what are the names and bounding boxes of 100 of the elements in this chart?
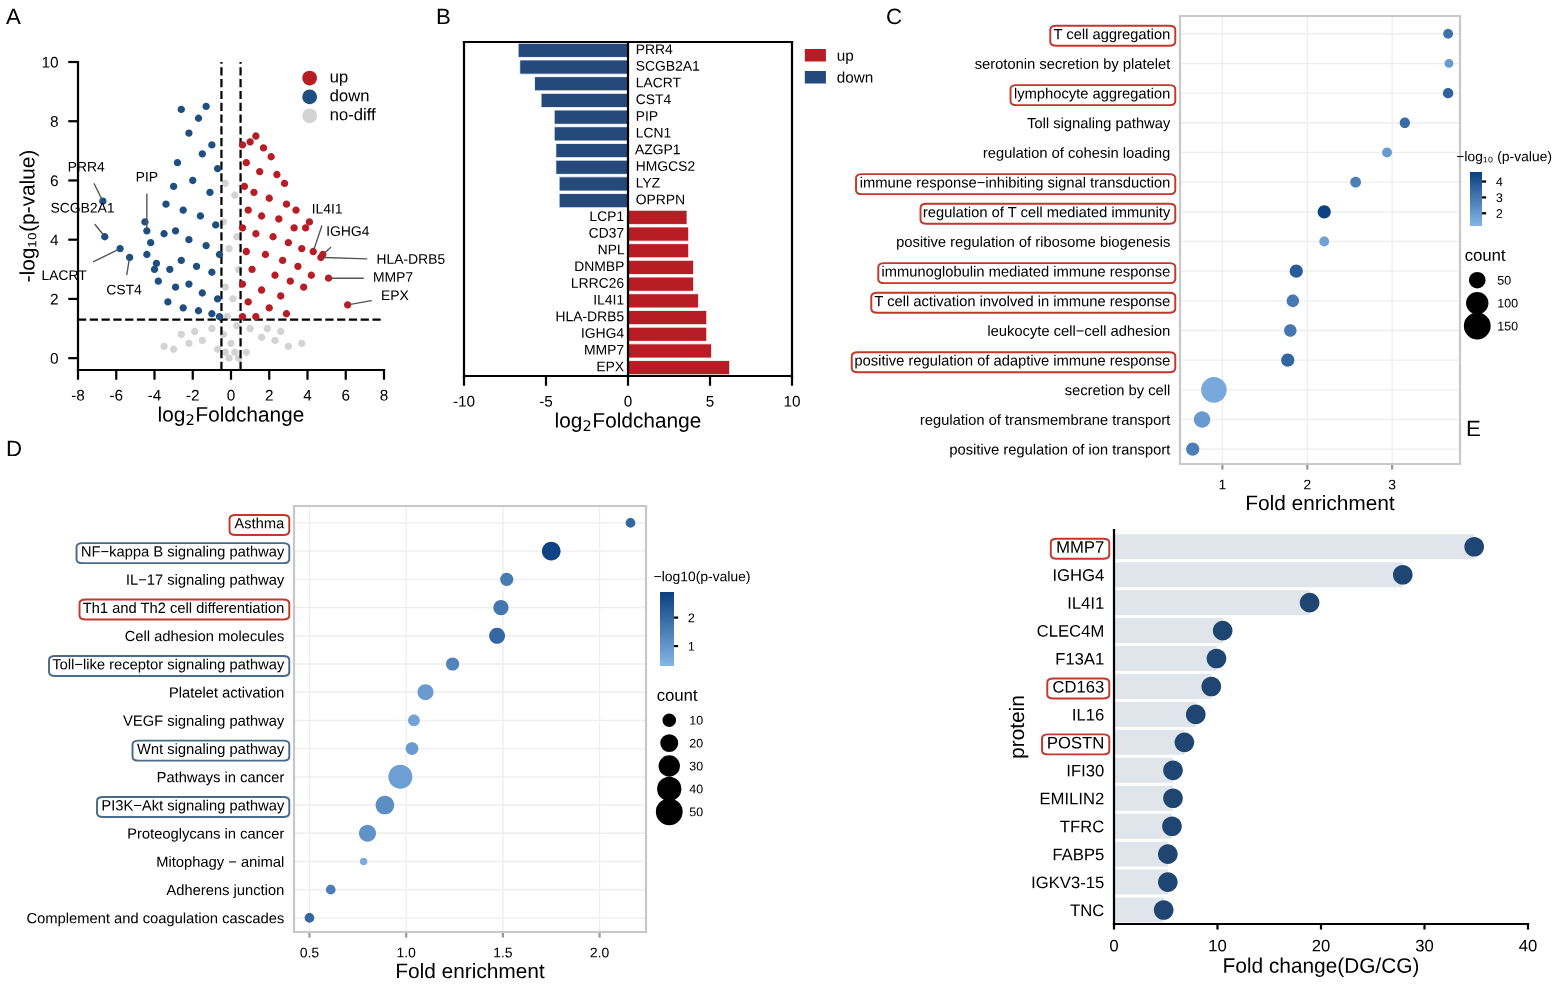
point — [263, 324, 272, 333]
point — [179, 304, 187, 312]
point — [229, 295, 237, 303]
point — [194, 307, 203, 315]
chart-title: B — [437, 8, 450, 25]
point — [252, 230, 260, 238]
y-tick-label: IGKV3-15 — [1032, 876, 1104, 889]
point — [206, 188, 214, 196]
point — [300, 283, 308, 291]
point — [171, 283, 180, 291]
point — [198, 150, 206, 158]
point — [259, 144, 268, 152]
point — [248, 265, 256, 273]
point — [305, 218, 314, 226]
point — [208, 268, 216, 276]
point — [277, 292, 285, 300]
point — [147, 238, 155, 247]
point — [238, 224, 247, 232]
point — [198, 336, 206, 345]
point — [261, 250, 270, 259]
y-tick-label: F13A1 — [1056, 652, 1104, 665]
point — [208, 310, 216, 318]
chart-title: A — [6, 8, 21, 25]
point — [269, 233, 277, 241]
point — [169, 182, 178, 191]
y-tick-label: CLEC4M — [1037, 625, 1103, 637]
legend-label: no-diff — [330, 108, 376, 121]
point — [177, 330, 185, 339]
point — [1299, 592, 1320, 613]
point — [242, 159, 250, 167]
point — [162, 200, 170, 208]
point — [252, 313, 260, 321]
point — [160, 230, 168, 238]
point — [215, 250, 224, 259]
point — [277, 327, 285, 336]
point — [213, 164, 222, 173]
y-tick-label: FABP5 — [1053, 848, 1104, 861]
point — [1153, 900, 1174, 920]
point — [282, 200, 291, 208]
point — [177, 256, 185, 265]
point — [257, 212, 266, 220]
point — [101, 233, 109, 241]
point — [307, 271, 315, 279]
point — [171, 227, 180, 235]
point — [125, 253, 134, 262]
point — [143, 250, 151, 259]
point — [284, 238, 293, 247]
point — [152, 259, 161, 268]
point — [233, 321, 241, 330]
point — [150, 265, 159, 273]
y-tick-label: CD163 — [1053, 680, 1104, 693]
y-axis-title: -log₁₀(p-value) — [19, 150, 39, 282]
point — [282, 310, 291, 318]
point — [208, 324, 216, 333]
point — [1162, 816, 1182, 837]
point — [275, 215, 283, 223]
legend-title: count — [657, 690, 698, 701]
point — [265, 194, 273, 202]
point — [202, 241, 210, 250]
point — [231, 348, 239, 356]
y-tick-label: MMP7 — [1057, 541, 1104, 553]
point — [185, 339, 193, 348]
x-axis-title: Fold enrichment — [397, 963, 545, 979]
y-tick-label: IGHG4 — [1053, 569, 1104, 581]
y-tick-label: EMILIN2 — [1040, 792, 1104, 805]
point — [257, 333, 266, 342]
point — [202, 102, 210, 111]
point — [238, 313, 247, 321]
point — [290, 224, 298, 232]
legend-label: down — [330, 89, 369, 102]
point — [242, 247, 250, 256]
point — [192, 262, 201, 271]
point — [250, 188, 258, 196]
y-axis-title: protein — [1008, 696, 1029, 758]
y-tick-label: IFI30 — [1067, 764, 1104, 777]
point — [257, 286, 266, 294]
x-tick-label: 20 — [1312, 939, 1330, 952]
point — [238, 141, 247, 149]
point — [292, 206, 300, 214]
point — [212, 221, 220, 229]
point — [185, 236, 193, 244]
point — [185, 280, 193, 288]
point — [343, 301, 352, 309]
x-axis-title: log$_{2}$Foldchange — [158, 406, 304, 426]
legend-label: up — [330, 73, 348, 86]
point — [298, 244, 306, 253]
point — [1174, 732, 1195, 753]
point — [252, 132, 260, 140]
point — [179, 206, 187, 214]
chart-title: E — [1467, 420, 1480, 437]
point — [177, 105, 185, 114]
point — [196, 212, 205, 220]
point — [244, 298, 252, 306]
point — [169, 345, 178, 353]
point — [213, 345, 222, 353]
point — [194, 114, 203, 122]
point — [246, 324, 254, 333]
point — [189, 176, 197, 185]
point — [225, 354, 233, 362]
x-axis-title: Fold change(DG/CG) — [1224, 957, 1419, 978]
